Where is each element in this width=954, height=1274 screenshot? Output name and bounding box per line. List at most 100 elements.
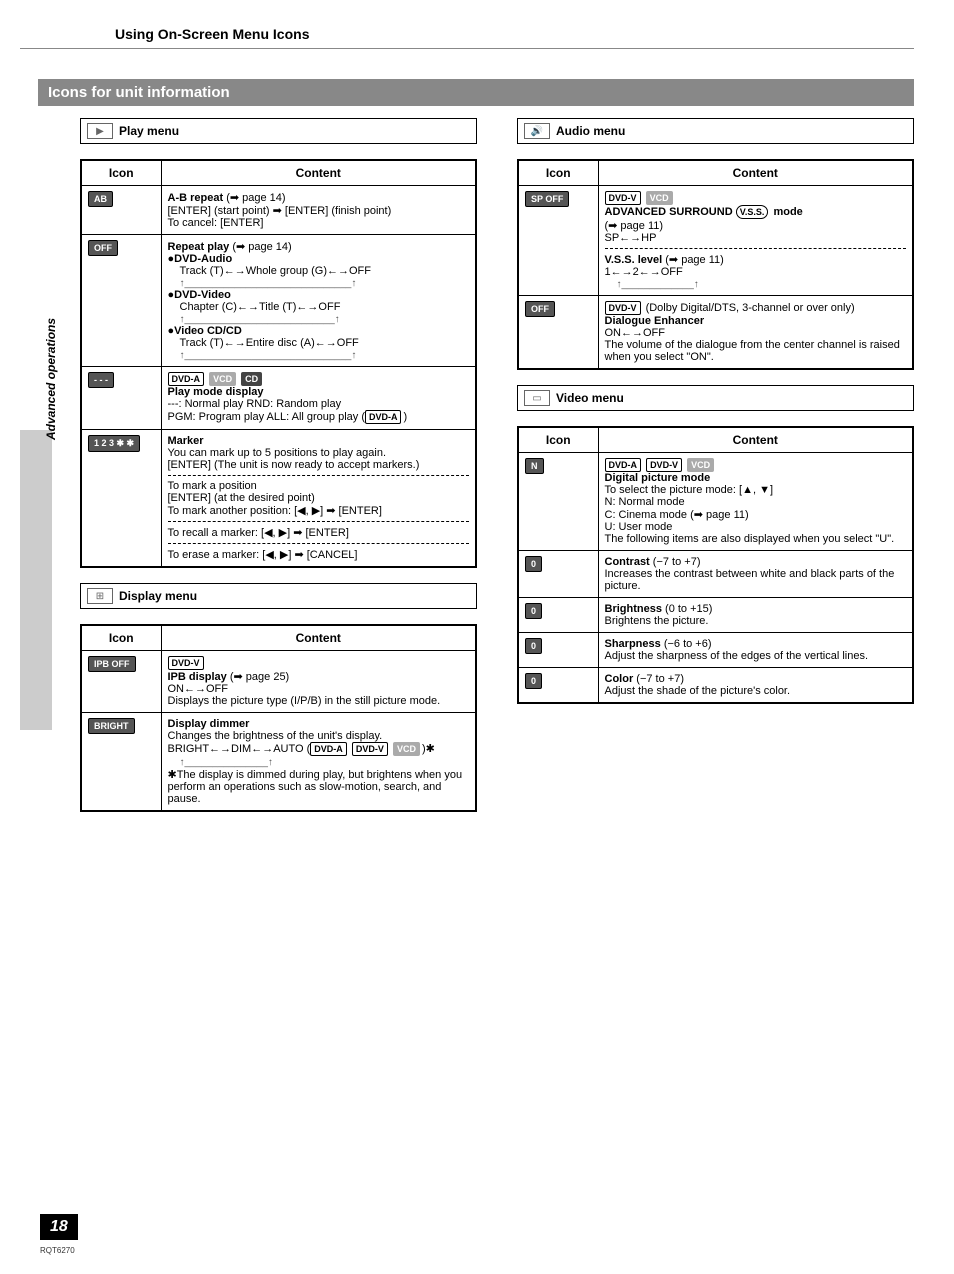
col-header-icon: Icon <box>518 160 598 186</box>
col-header-icon: Icon <box>81 160 161 186</box>
col-header-icon: Icon <box>81 625 161 651</box>
vcd-badge: VCD <box>393 742 420 756</box>
marker-p5: To erase a marker: [◀, ▶] ➡ [CANCEL] <box>168 549 358 561</box>
vss-line2: 1←→2←→OFF <box>605 266 683 278</box>
table-row: 0 Brightness (0 to +15) Brightens the pi… <box>518 598 913 633</box>
dialogue-line2: The volume of the dialogue from the cent… <box>605 339 900 363</box>
display-menu-icon: ⊞ <box>87 588 113 604</box>
repeat-g2-line: Chapter (C)←→Title (T)←→OFF <box>180 301 341 313</box>
marker-p3c: To mark another position: [◀, ▶] ➡ [ENTE… <box>168 505 382 517</box>
dialogue-title: Dialogue Enhancer <box>605 315 705 327</box>
table-row: OFF Repeat play (➡ page 14) ●DVD-Audio T… <box>81 235 476 367</box>
vss-sub-ref: (➡ page 11) <box>665 254 724 266</box>
arrow-loop: ↑______________________________↑ <box>180 350 357 361</box>
brightness-icon: 0 <box>525 603 542 619</box>
video-menu-title: Video menu <box>556 391 624 405</box>
sharpness-range: (−6 to +6) <box>664 638 712 650</box>
page: Advanced operations Using On-Screen Menu… <box>20 20 914 1250</box>
repeat-g3-label: ●Video CD/CD <box>168 325 242 337</box>
page-code: RQT6270 <box>40 1244 75 1255</box>
ipb-ref: (➡ page 25) <box>230 671 289 683</box>
dvd-v-badge: DVD-V <box>352 742 388 756</box>
arrow-loop: ↑_______________↑ <box>180 757 273 768</box>
ab-title: A-B repeat <box>168 192 224 204</box>
dimmer-line2a: BRIGHT←→DIM←→AUTO ( <box>168 743 311 755</box>
col-header-icon: Icon <box>518 427 598 453</box>
dpm-line1: To select the picture mode: [▲, ▼] <box>605 484 774 496</box>
contrast-title: Contrast <box>605 556 650 568</box>
sharpness-desc: Adjust the sharpness of the edges of the… <box>605 650 869 662</box>
brightness-title: Brightness <box>605 603 662 615</box>
display-menu-title: Display menu <box>119 589 197 603</box>
dvd-v-badge: DVD-V <box>646 458 682 472</box>
divider <box>605 248 907 249</box>
table-row: 0 Color (−7 to +7) Adjust the shade of t… <box>518 668 913 704</box>
table-row: OFF DVD-V (Dolby Digital/DTS, 3-channel … <box>518 296 913 370</box>
dpm-line4: U: User mode <box>605 521 673 533</box>
arrow-loop: ↑______________________________↑ <box>180 278 357 289</box>
vcd-badge: VCD <box>646 191 673 205</box>
marker-icon: 1 2 3 ✱ ✱ <box>88 435 140 452</box>
table-row: 0 Contrast (−7 to +7) Increases the cont… <box>518 551 913 598</box>
dpm-title: Digital picture mode <box>605 472 711 484</box>
audio-menu-header: 🔊 Audio menu <box>517 118 914 144</box>
table-row: - - - DVD-A VCD CD Play mode display ---… <box>81 367 476 430</box>
dpm-line3b: ➡ page 11) <box>694 509 749 521</box>
dvd-a-badge: DVD-A <box>365 410 402 424</box>
brightness-range: (0 to +15) <box>665 603 712 615</box>
page-number: 18 <box>40 1214 78 1240</box>
right-column: 🔊 Audio menu Icon Content SP OFF DVD-V V… <box>517 118 914 719</box>
dvd-v-badge: DVD-V <box>168 656 204 670</box>
col-header-content: Content <box>161 625 476 651</box>
dpm-line2: N: Normal mode <box>605 496 685 508</box>
table-row: BRIGHT Display dimmer Changes the bright… <box>81 713 476 812</box>
audio-menu-title: Audio menu <box>556 124 625 138</box>
audio-menu-icon: 🔊 <box>524 123 550 139</box>
play-menu-title: Play menu <box>119 124 179 138</box>
left-column: ▶ Play menu Icon Content AB A-B repeat (… <box>80 118 477 827</box>
playmode-line1: ---: Normal play RND: Random play <box>168 398 342 410</box>
play-menu-header: ▶ Play menu <box>80 118 477 144</box>
arrow-loop: ↑___________________________↑ <box>180 314 340 325</box>
contrast-desc: Increases the contrast between white and… <box>605 568 895 592</box>
vss-mode: mode <box>773 206 802 218</box>
vss-ref: (➡ page 11) <box>605 220 664 232</box>
table-row: SP OFF DVD-V VCD ADVANCED SURROUND V.S.S… <box>518 186 913 296</box>
dimmer-title: Display dimmer <box>168 718 250 730</box>
sharpness-title: Sharpness <box>605 638 661 650</box>
dpm-line5: The following items are also displayed w… <box>605 533 895 545</box>
playmode-icon: - - - <box>88 372 114 388</box>
dvd-v-badge: DVD-V <box>605 301 641 315</box>
vss-icon: SP OFF <box>525 191 569 207</box>
dvd-v-badge: DVD-V <box>605 191 641 205</box>
dimmer-line1: Changes the brightness of the unit's dis… <box>168 730 383 742</box>
dialogue-icon: OFF <box>525 301 555 317</box>
video-menu-header: ▭ Video menu <box>517 385 914 411</box>
ab-line2: To cancel: [ENTER] <box>168 217 264 229</box>
cd-badge: CD <box>241 372 262 386</box>
repeat-icon: OFF <box>88 240 118 256</box>
table-row: N DVD-A DVD-V VCD Digital picture mode T… <box>518 453 913 551</box>
audio-menu-table: Icon Content SP OFF DVD-V VCD ADVANCED S… <box>517 159 914 370</box>
color-range: (−7 to +7) <box>636 673 684 685</box>
vss-title: ADVANCED SURROUND <box>605 206 733 218</box>
playmode-title: Play mode display <box>168 386 264 398</box>
dialogue-line1: ON←→OFF <box>605 327 666 339</box>
divider <box>168 521 470 522</box>
ab-icon: AB <box>88 191 113 207</box>
vss-sub-title: V.S.S. level <box>605 254 663 266</box>
ipb-icon: IPB OFF <box>88 656 136 672</box>
color-title: Color <box>605 673 634 685</box>
two-columns: ▶ Play menu Icon Content AB A-B repeat (… <box>80 118 914 827</box>
video-menu-table: Icon Content N DVD-A DVD-V VCD Digital p… <box>517 426 914 704</box>
color-desc: Adjust the shade of the picture's color. <box>605 685 791 697</box>
marker-p1: You can mark up to 5 positions to play a… <box>168 447 387 459</box>
brightness-desc: Brightens the picture. <box>605 615 709 627</box>
vss-badge: V.S.S. <box>736 205 769 219</box>
sharpness-icon: 0 <box>525 638 542 654</box>
dialogue-pre: (Dolby Digital/DTS, 3-channel or over on… <box>643 302 855 314</box>
repeat-g1-line: Track (T)←→Whole group (G)←→OFF <box>180 265 372 277</box>
marker-p3a: To mark a position <box>168 480 257 492</box>
table-row: AB A-B repeat (➡ page 14) [ENTER] (start… <box>81 186 476 235</box>
display-menu-header: ⊞ Display menu <box>80 583 477 609</box>
